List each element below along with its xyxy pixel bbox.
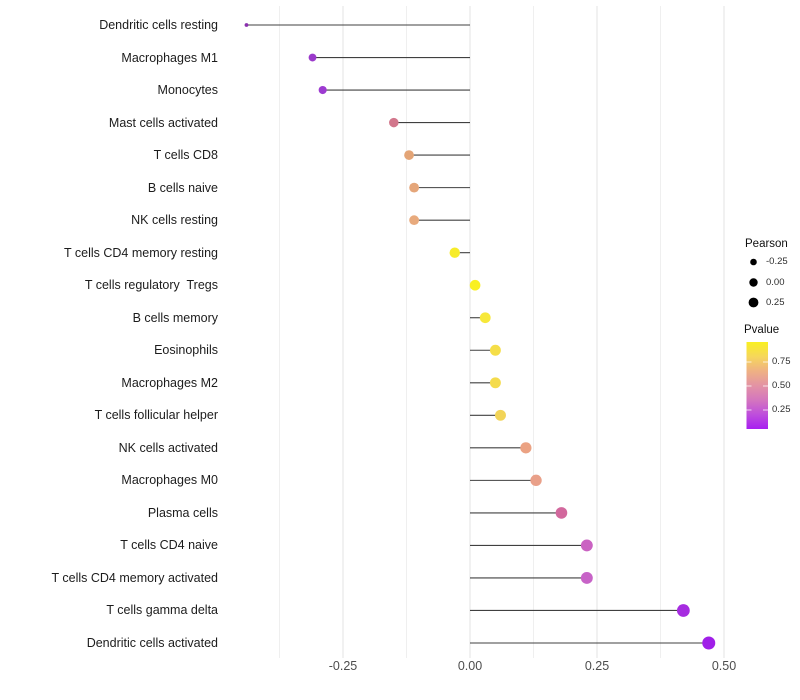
dots-layer bbox=[244, 23, 716, 650]
y-axis-label: Dendritic cells activated bbox=[86, 635, 218, 650]
lollipop-dot bbox=[308, 53, 317, 62]
colorbar-tick-label: 0.25 bbox=[772, 404, 791, 415]
pvalue-colorbar bbox=[746, 342, 768, 429]
legend-size-label: -0.25 bbox=[766, 256, 788, 267]
lollipop-dot bbox=[389, 117, 399, 128]
y-axis-label: Dendritic cells resting bbox=[99, 18, 218, 32]
lollipop-dot bbox=[479, 312, 491, 324]
lollipop-dot bbox=[702, 636, 716, 650]
lollipop-dot bbox=[520, 442, 532, 454]
y-axis-label: Mast cells activated bbox=[108, 115, 218, 130]
lollipop-dot bbox=[469, 279, 481, 291]
x-axis-tick-label: 0.25 bbox=[584, 659, 610, 673]
legend-size-dot bbox=[748, 297, 759, 308]
legend-pearson-title: Pearson bbox=[745, 238, 788, 250]
lollipop-dot bbox=[555, 507, 568, 519]
legend-size-dot bbox=[750, 258, 757, 266]
lollipop-dot bbox=[318, 85, 327, 95]
x-axis-tick-label: 0.00 bbox=[457, 659, 483, 673]
lollipop-dot bbox=[489, 344, 501, 356]
y-axis-label: NK cells resting bbox=[131, 213, 218, 228]
y-axis-label: Macrophages M2 bbox=[121, 375, 218, 390]
y-axis-label: T cells CD4 memory activated bbox=[51, 570, 219, 585]
lollipop-dot bbox=[676, 604, 690, 617]
x-axis-tick-label: -0.25 bbox=[328, 659, 358, 673]
y-axis-label: T cells regulatory Tregs bbox=[84, 278, 218, 293]
x-axis-tick-label: 0.50 bbox=[711, 659, 737, 673]
legend-size-label: 0.00 bbox=[766, 276, 785, 288]
y-axis-label: T cells follicular helper bbox=[94, 408, 218, 423]
y-axis-label: Eosinophils bbox=[154, 343, 218, 358]
lollipop-dot bbox=[449, 247, 460, 258]
lollipop-dot bbox=[489, 377, 501, 389]
legend-pvalue-title: Pvalue bbox=[744, 324, 780, 336]
stems-layer bbox=[246, 24, 709, 644]
legend-size-dot bbox=[749, 278, 758, 287]
gridlines-layer bbox=[279, 6, 725, 658]
y-axis-label: Macrophages M0 bbox=[121, 473, 218, 488]
y-axis-label: NK cells activated bbox=[118, 440, 218, 455]
y-axis-label: T cells gamma delta bbox=[106, 603, 218, 618]
lollipop-dot bbox=[409, 215, 420, 226]
lollipop-dot bbox=[495, 409, 506, 421]
y-axis-label: T cells CD4 memory resting bbox=[64, 245, 218, 260]
lollipop-dot bbox=[580, 539, 593, 552]
y-axis-label: T cells CD8 bbox=[153, 148, 218, 163]
y-axis-label: Plasma cells bbox=[147, 505, 218, 520]
lollipop-dot bbox=[530, 474, 542, 487]
legend-layer bbox=[746, 258, 768, 429]
legend-size-label: 0.25 bbox=[766, 296, 785, 308]
y-axis-label: B cells memory bbox=[132, 310, 218, 325]
y-axis-label: Monocytes bbox=[157, 83, 218, 98]
y-axis-label: B cells naive bbox=[147, 180, 218, 195]
lollipop-dot bbox=[404, 150, 414, 160]
colorbar-tick-label: 0.75 bbox=[772, 356, 791, 367]
lollipop-dot bbox=[244, 23, 249, 27]
y-axis-label: Macrophages M1 bbox=[121, 50, 218, 65]
lollipop-dot bbox=[409, 182, 420, 193]
lollipop-dot bbox=[580, 572, 593, 584]
y-axis-label: T cells CD4 naive bbox=[120, 538, 218, 553]
colorbar-tick-label: 0.50 bbox=[772, 380, 791, 391]
